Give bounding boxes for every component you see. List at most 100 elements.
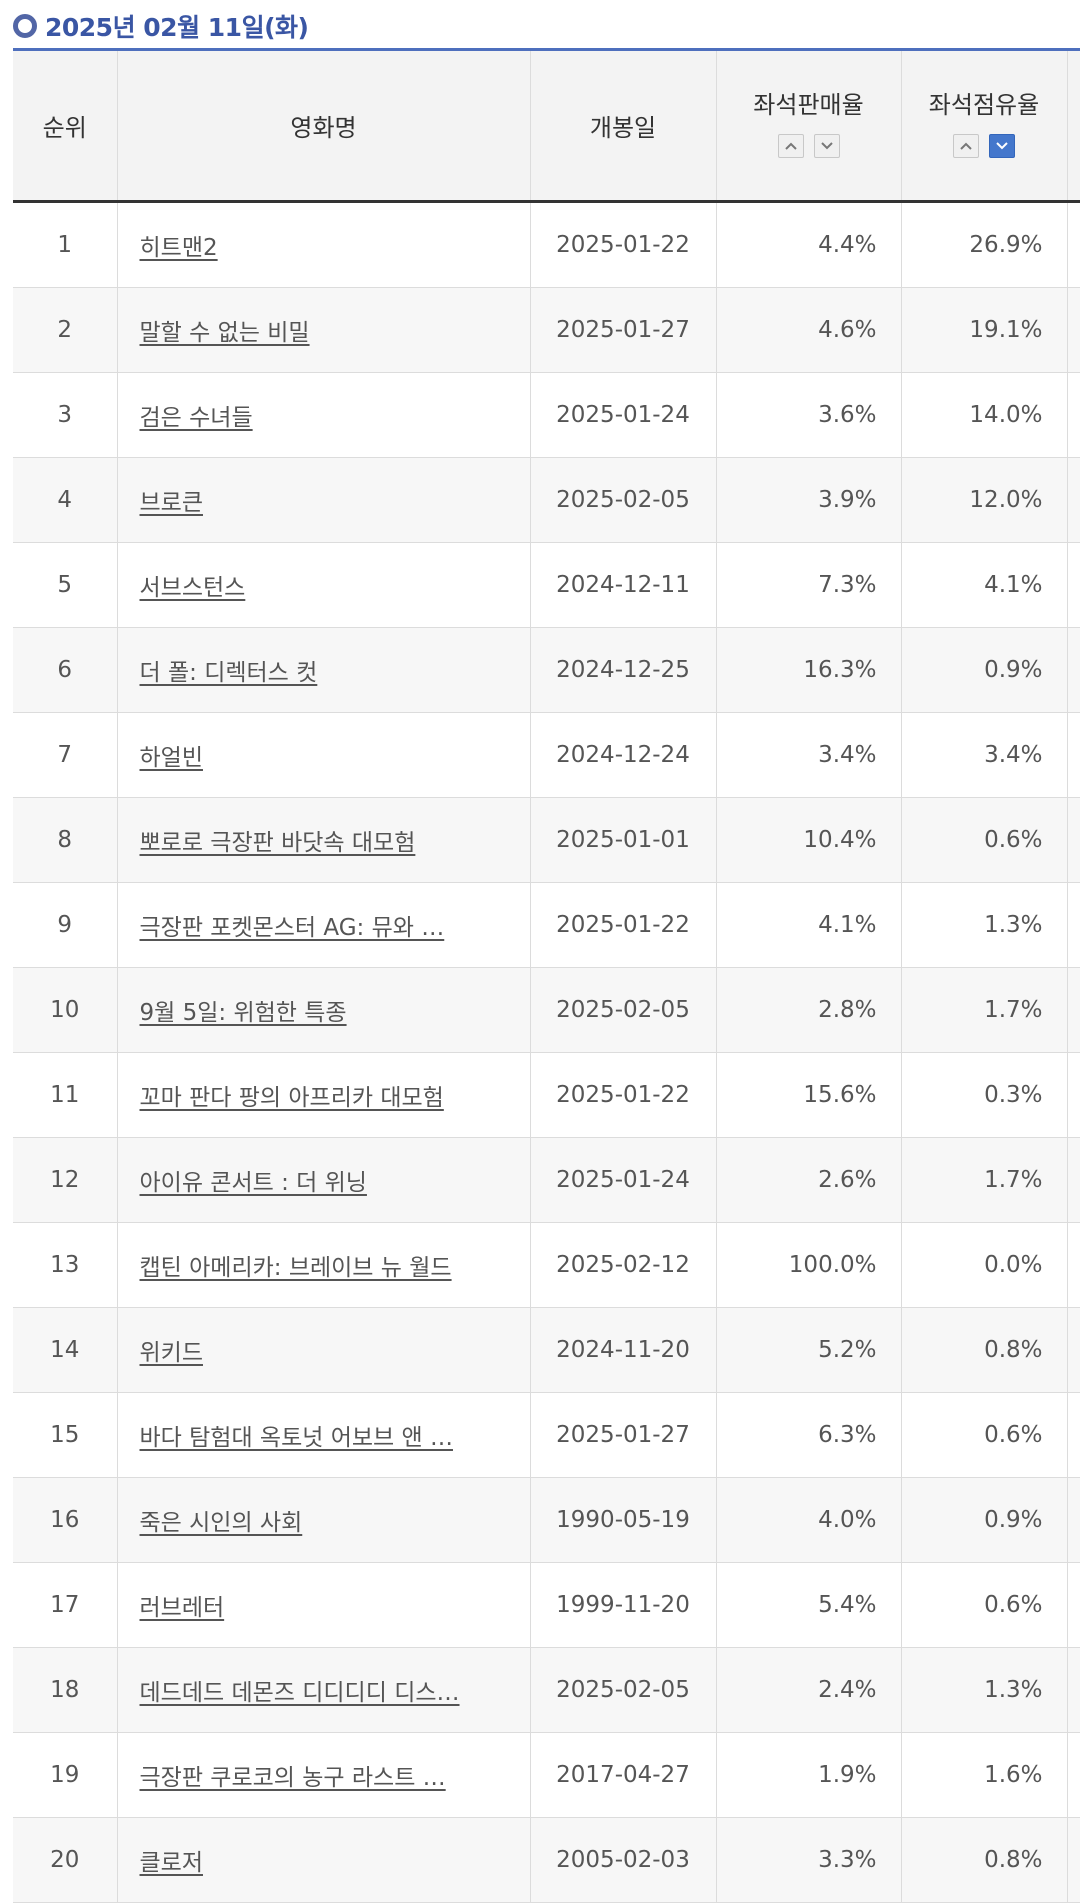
rank-cell: 18 <box>13 1647 118 1733</box>
rank-cell: 14 <box>13 1307 118 1393</box>
movie-title-link[interactable]: 서브스턴스 <box>139 575 246 601</box>
rank-cell: 11 <box>13 1052 118 1138</box>
table-row: 8 뽀로로 극장판 바닷속 대모험 2025-01-01 10.4% 0.6% <box>13 797 1080 883</box>
release-date-cell: 2005-02-03 <box>530 1817 717 1903</box>
movie-title-link[interactable]: 브로큰 <box>139 490 203 516</box>
movie-title-cell: 캡틴 아메리카: 브레이브 뉴 월드 <box>117 1222 531 1308</box>
seat-sales-cell: 4.6% <box>716 287 902 373</box>
table-row: 15 바다 탐험대 옥토넛 어보브 앤 … 2025-01-27 6.3% 0.… <box>13 1392 1080 1478</box>
seat-share-cell: 0.3% <box>901 1052 1068 1138</box>
table-row: 3 검은 수녀들 2025-01-24 3.6% 14.0% <box>13 372 1080 458</box>
movie-title-link[interactable]: 더 폴: 디렉터스 컷 <box>139 660 318 686</box>
column-header-title: 영화명 <box>117 51 531 203</box>
seat-sales-cell: 3.3% <box>716 1817 902 1903</box>
overflow-cell <box>1067 882 1080 968</box>
movie-title-link[interactable]: 말할 수 없는 비밀 <box>139 320 310 346</box>
header-divider <box>13 48 1080 51</box>
table-row: 16 죽은 시인의 사회 1990-05-19 4.0% 0.9% <box>13 1477 1080 1563</box>
seat-sales-sort-controls <box>777 134 840 158</box>
release-date-cell: 2025-01-22 <box>530 1052 717 1138</box>
seat-share-cell: 3.4% <box>901 712 1068 798</box>
table-row: 6 더 폴: 디렉터스 컷 2024-12-25 16.3% 0.9% <box>13 627 1080 713</box>
overflow-cell <box>1067 797 1080 883</box>
date-header: 2025년 02월 11일(화) <box>13 8 309 44</box>
rank-cell: 7 <box>13 712 118 798</box>
seat-sales-cell: 7.3% <box>716 542 902 628</box>
movie-title-link[interactable]: 러브레터 <box>139 1595 225 1621</box>
movie-title-link[interactable]: 극장판 쿠로코의 농구 라스트 … <box>139 1765 446 1791</box>
sort-ascending-button[interactable] <box>777 134 804 158</box>
rank-cell: 4 <box>13 457 118 543</box>
release-date-cell: 2025-01-22 <box>530 882 717 968</box>
seat-share-cell: 0.0% <box>901 1222 1068 1308</box>
release-date-cell: 2025-02-05 <box>530 457 717 543</box>
rank-cell: 9 <box>13 882 118 968</box>
seat-share-cell: 1.3% <box>901 882 1068 968</box>
movie-title-link[interactable]: 히트맨2 <box>139 235 218 261</box>
rank-cell: 12 <box>13 1137 118 1223</box>
overflow-cell <box>1067 627 1080 713</box>
seat-share-cell: 0.8% <box>901 1817 1068 1903</box>
seat-sales-cell: 2.6% <box>716 1137 902 1223</box>
sort-ascending-button[interactable] <box>953 134 979 158</box>
table-body: 1 히트맨2 2025-01-22 4.4% 26.9% 2 말할 수 없는 비… <box>13 201 1080 1903</box>
movie-title-link[interactable]: 꼬마 판다 팡의 아프리카 대모험 <box>139 1085 444 1111</box>
ranking-table: 순위 영화명 개봉일 좌석판매율 <box>13 51 1080 1903</box>
overflow-cell <box>1067 1732 1080 1818</box>
table-row: 11 꼬마 판다 팡의 아프리카 대모험 2025-01-22 15.6% 0.… <box>13 1052 1080 1138</box>
table-row: 14 위키드 2024-11-20 5.2% 0.8% <box>13 1307 1080 1393</box>
column-header-rank: 순위 <box>13 51 118 203</box>
release-date-cell: 1999-11-20 <box>530 1562 717 1648</box>
movie-title-link[interactable]: 위키드 <box>139 1340 203 1366</box>
release-date-cell: 2024-12-24 <box>530 712 717 798</box>
sort-descending-button-active[interactable] <box>989 134 1015 158</box>
seat-sales-cell: 2.8% <box>716 967 902 1053</box>
overflow-cell <box>1067 372 1080 458</box>
seat-share-cell: 1.6% <box>901 1732 1068 1818</box>
movie-title-link[interactable]: 검은 수녀들 <box>139 405 253 431</box>
movie-title-link[interactable]: 뽀로로 극장판 바닷속 대모험 <box>139 830 416 856</box>
movie-title-cell: 더 폴: 디렉터스 컷 <box>117 627 531 713</box>
release-date-cell: 2025-01-27 <box>530 1392 717 1478</box>
rank-cell: 8 <box>13 797 118 883</box>
seat-sales-cell: 3.6% <box>716 372 902 458</box>
seat-share-cell: 26.9% <box>901 201 1068 288</box>
overflow-cell <box>1067 1392 1080 1478</box>
seat-share-cell: 14.0% <box>901 372 1068 458</box>
rank-cell: 19 <box>13 1732 118 1818</box>
seat-sales-cell: 1.9% <box>716 1732 902 1818</box>
release-date-cell: 2025-02-05 <box>530 1647 717 1733</box>
movie-title-link[interactable]: 죽은 시인의 사회 <box>139 1510 303 1536</box>
movie-title-link[interactable]: 하얼빈 <box>139 745 203 771</box>
movie-title-link[interactable]: 바다 탐험대 옥토넛 어보브 앤 … <box>139 1425 453 1451</box>
seat-share-cell: 1.7% <box>901 1137 1068 1223</box>
release-date-cell: 2025-01-22 <box>530 201 717 288</box>
release-date-cell: 2024-11-20 <box>530 1307 717 1393</box>
seat-share-cell: 1.7% <box>901 967 1068 1053</box>
movie-title-cell: 꼬마 판다 팡의 아프리카 대모험 <box>117 1052 531 1138</box>
release-date-cell: 2024-12-11 <box>530 542 717 628</box>
movie-title-link[interactable]: 클로저 <box>139 1850 203 1876</box>
rank-cell: 13 <box>13 1222 118 1308</box>
movie-title-link[interactable]: 9월 5일: 위험한 특종 <box>139 1000 347 1026</box>
movie-title-cell: 브로큰 <box>117 457 531 543</box>
seat-share-cell: 12.0% <box>901 457 1068 543</box>
sort-descending-button[interactable] <box>813 134 840 158</box>
movie-title-link[interactable]: 캡틴 아메리카: 브레이브 뉴 월드 <box>139 1255 452 1281</box>
seat-sales-cell: 5.4% <box>716 1562 902 1648</box>
seat-sales-cell: 3.4% <box>716 712 902 798</box>
release-date-cell: 2025-02-05 <box>530 967 717 1053</box>
overflow-cell <box>1067 287 1080 373</box>
table-row: 2 말할 수 없는 비밀 2025-01-27 4.6% 19.1% <box>13 287 1080 373</box>
seat-sales-cell: 10.4% <box>716 797 902 883</box>
seat-share-cell: 0.6% <box>901 1562 1068 1648</box>
movie-title-cell: 극장판 포켓몬스터 AG: 뮤와 … <box>117 882 531 968</box>
seat-sales-cell: 100.0% <box>716 1222 902 1308</box>
movie-title-link[interactable]: 데드데드 데몬즈 디디디디 디스… <box>139 1680 460 1706</box>
seat-share-cell: 0.6% <box>901 797 1068 883</box>
movie-title-link[interactable]: 아이유 콘서트 : 더 위닝 <box>139 1170 367 1196</box>
overflow-cell <box>1067 1052 1080 1138</box>
movie-title-link[interactable]: 극장판 포켓몬스터 AG: 뮤와 … <box>139 915 445 941</box>
seat-share-cell: 0.6% <box>901 1392 1068 1478</box>
column-header-seat-share: 좌석점유율 <box>901 51 1068 203</box>
